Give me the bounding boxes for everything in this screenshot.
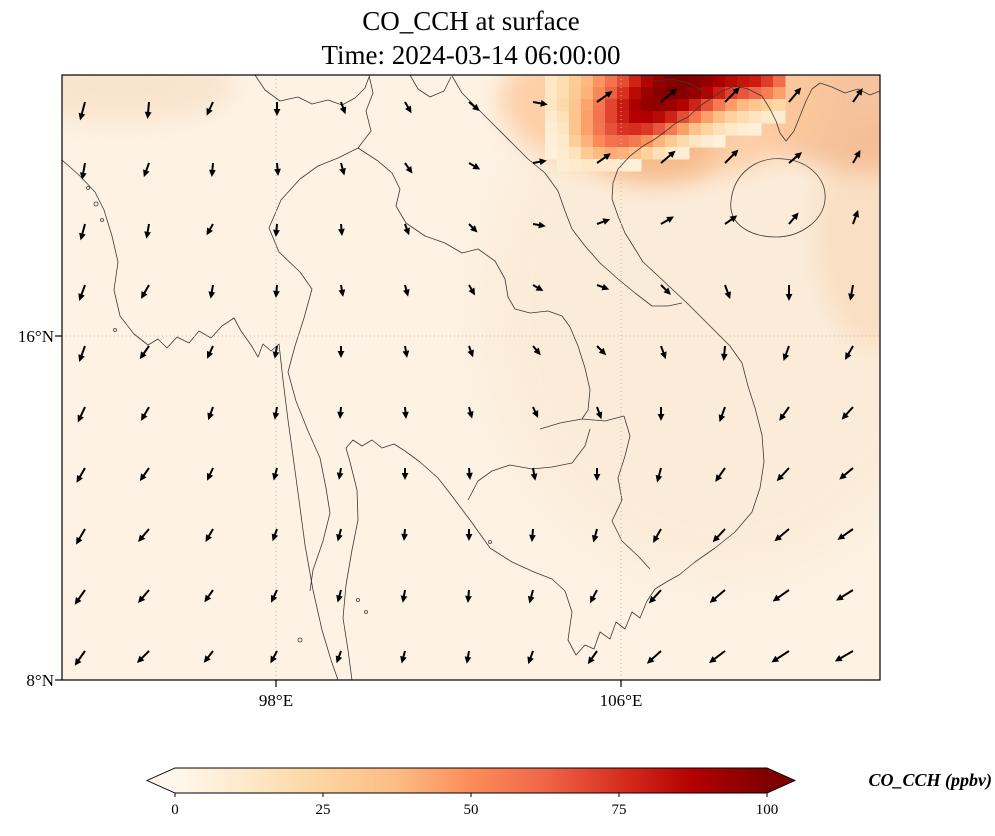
colorbar: 0 25 50 75 100 CO_CCH (ppbv): [145, 767, 993, 818]
plot-title: CO_CCH at surface: [362, 6, 579, 36]
hotspot-cells: [545, 75, 786, 172]
plot-frame: [61, 74, 881, 681]
concentration-field: [62, 75, 880, 680]
x-tick-98e: 98°E: [259, 691, 293, 710]
colorbar-bar: [175, 768, 767, 793]
cbar-tick-100: 100: [756, 802, 779, 818]
gridlines: [62, 75, 880, 680]
cbar-tick-50: 50: [464, 802, 479, 818]
colorbar-label: CO_CCH (ppbv): [869, 770, 993, 791]
colorbar-right-arrow: [767, 768, 795, 793]
colorbar-left-arrow: [147, 768, 175, 793]
country-borders: [254, 75, 710, 592]
coastlines: [62, 75, 880, 680]
time-subtitle: Time: 2024-03-14 06:00:00: [321, 40, 620, 70]
cbar-tick-75: 75: [612, 802, 627, 818]
small-islands: [86, 186, 492, 643]
x-tick-106e: 106°E: [600, 691, 643, 710]
y-tick-16n: 16°N: [18, 327, 54, 346]
hainan-island: [730, 158, 826, 238]
cbar-tick-25: 25: [316, 802, 331, 818]
cbar-tick-0: 0: [171, 802, 179, 818]
wind-arrows: [74, 87, 863, 666]
y-tick-8n: 8°N: [26, 671, 54, 690]
